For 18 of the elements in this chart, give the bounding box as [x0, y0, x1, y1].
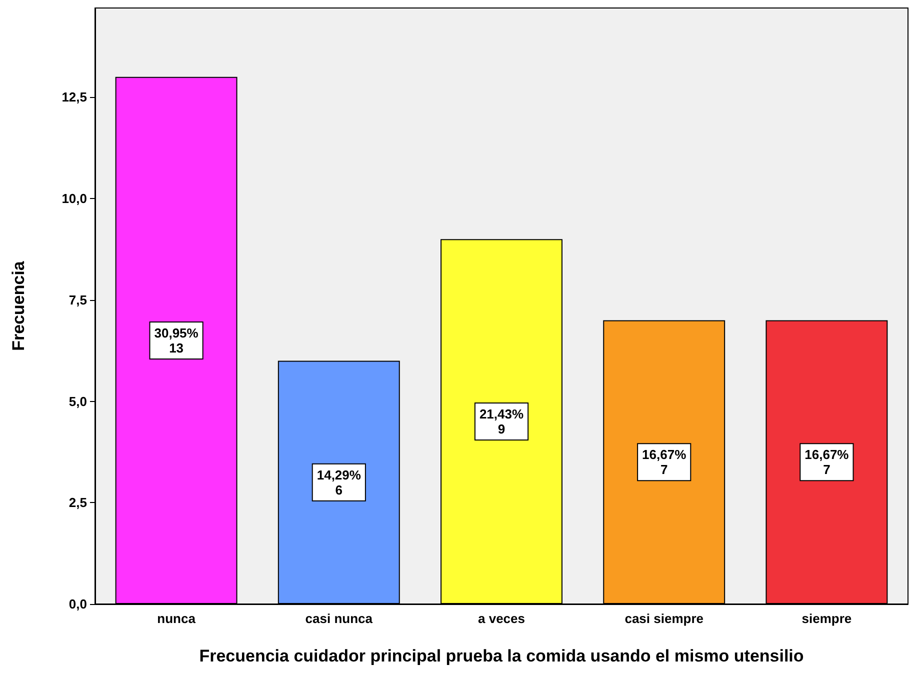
- x-tick-label: nunca: [157, 611, 196, 626]
- x-tick-label: a veces: [478, 611, 525, 626]
- y-tick-label: 5,0: [68, 394, 87, 409]
- data-label: 16,67% 7: [804, 447, 850, 478]
- data-label: 14,29% 6: [316, 467, 362, 498]
- y-tick-label: 2,5: [68, 495, 87, 510]
- x-tick-label: casi siempre: [624, 611, 704, 626]
- data-label: 16,67% 7: [642, 447, 687, 478]
- y-tick-label: 0,0: [68, 596, 87, 612]
- data-label: 21,43% 9: [479, 406, 524, 437]
- x-axis-title: Frecuencia cuidador principal prueba la comida usando el mismo utensilio: [199, 646, 804, 666]
- y-tick-label: 12,5: [62, 90, 87, 105]
- x-tick-label: siempre: [802, 611, 852, 626]
- x-tick-label: casi nunca: [305, 611, 374, 626]
- data-label: 30,95% 13: [154, 325, 199, 356]
- y-tick-label: 7,5: [68, 292, 87, 308]
- y-tick-label: 10,0: [62, 191, 87, 206]
- y-axis-title: Frecuencia: [9, 260, 28, 351]
